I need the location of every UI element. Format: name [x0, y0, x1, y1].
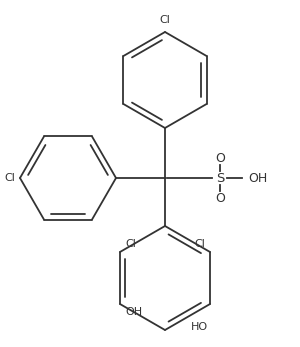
Text: O: O [215, 192, 225, 204]
Text: Cl: Cl [4, 173, 15, 183]
Text: Cl: Cl [125, 239, 136, 249]
Text: HO: HO [191, 322, 208, 332]
Text: OH: OH [248, 171, 267, 185]
Text: Cl: Cl [194, 239, 205, 249]
Text: Cl: Cl [160, 15, 170, 25]
Text: O: O [215, 152, 225, 164]
Text: S: S [216, 171, 224, 185]
Text: OH: OH [125, 307, 142, 317]
